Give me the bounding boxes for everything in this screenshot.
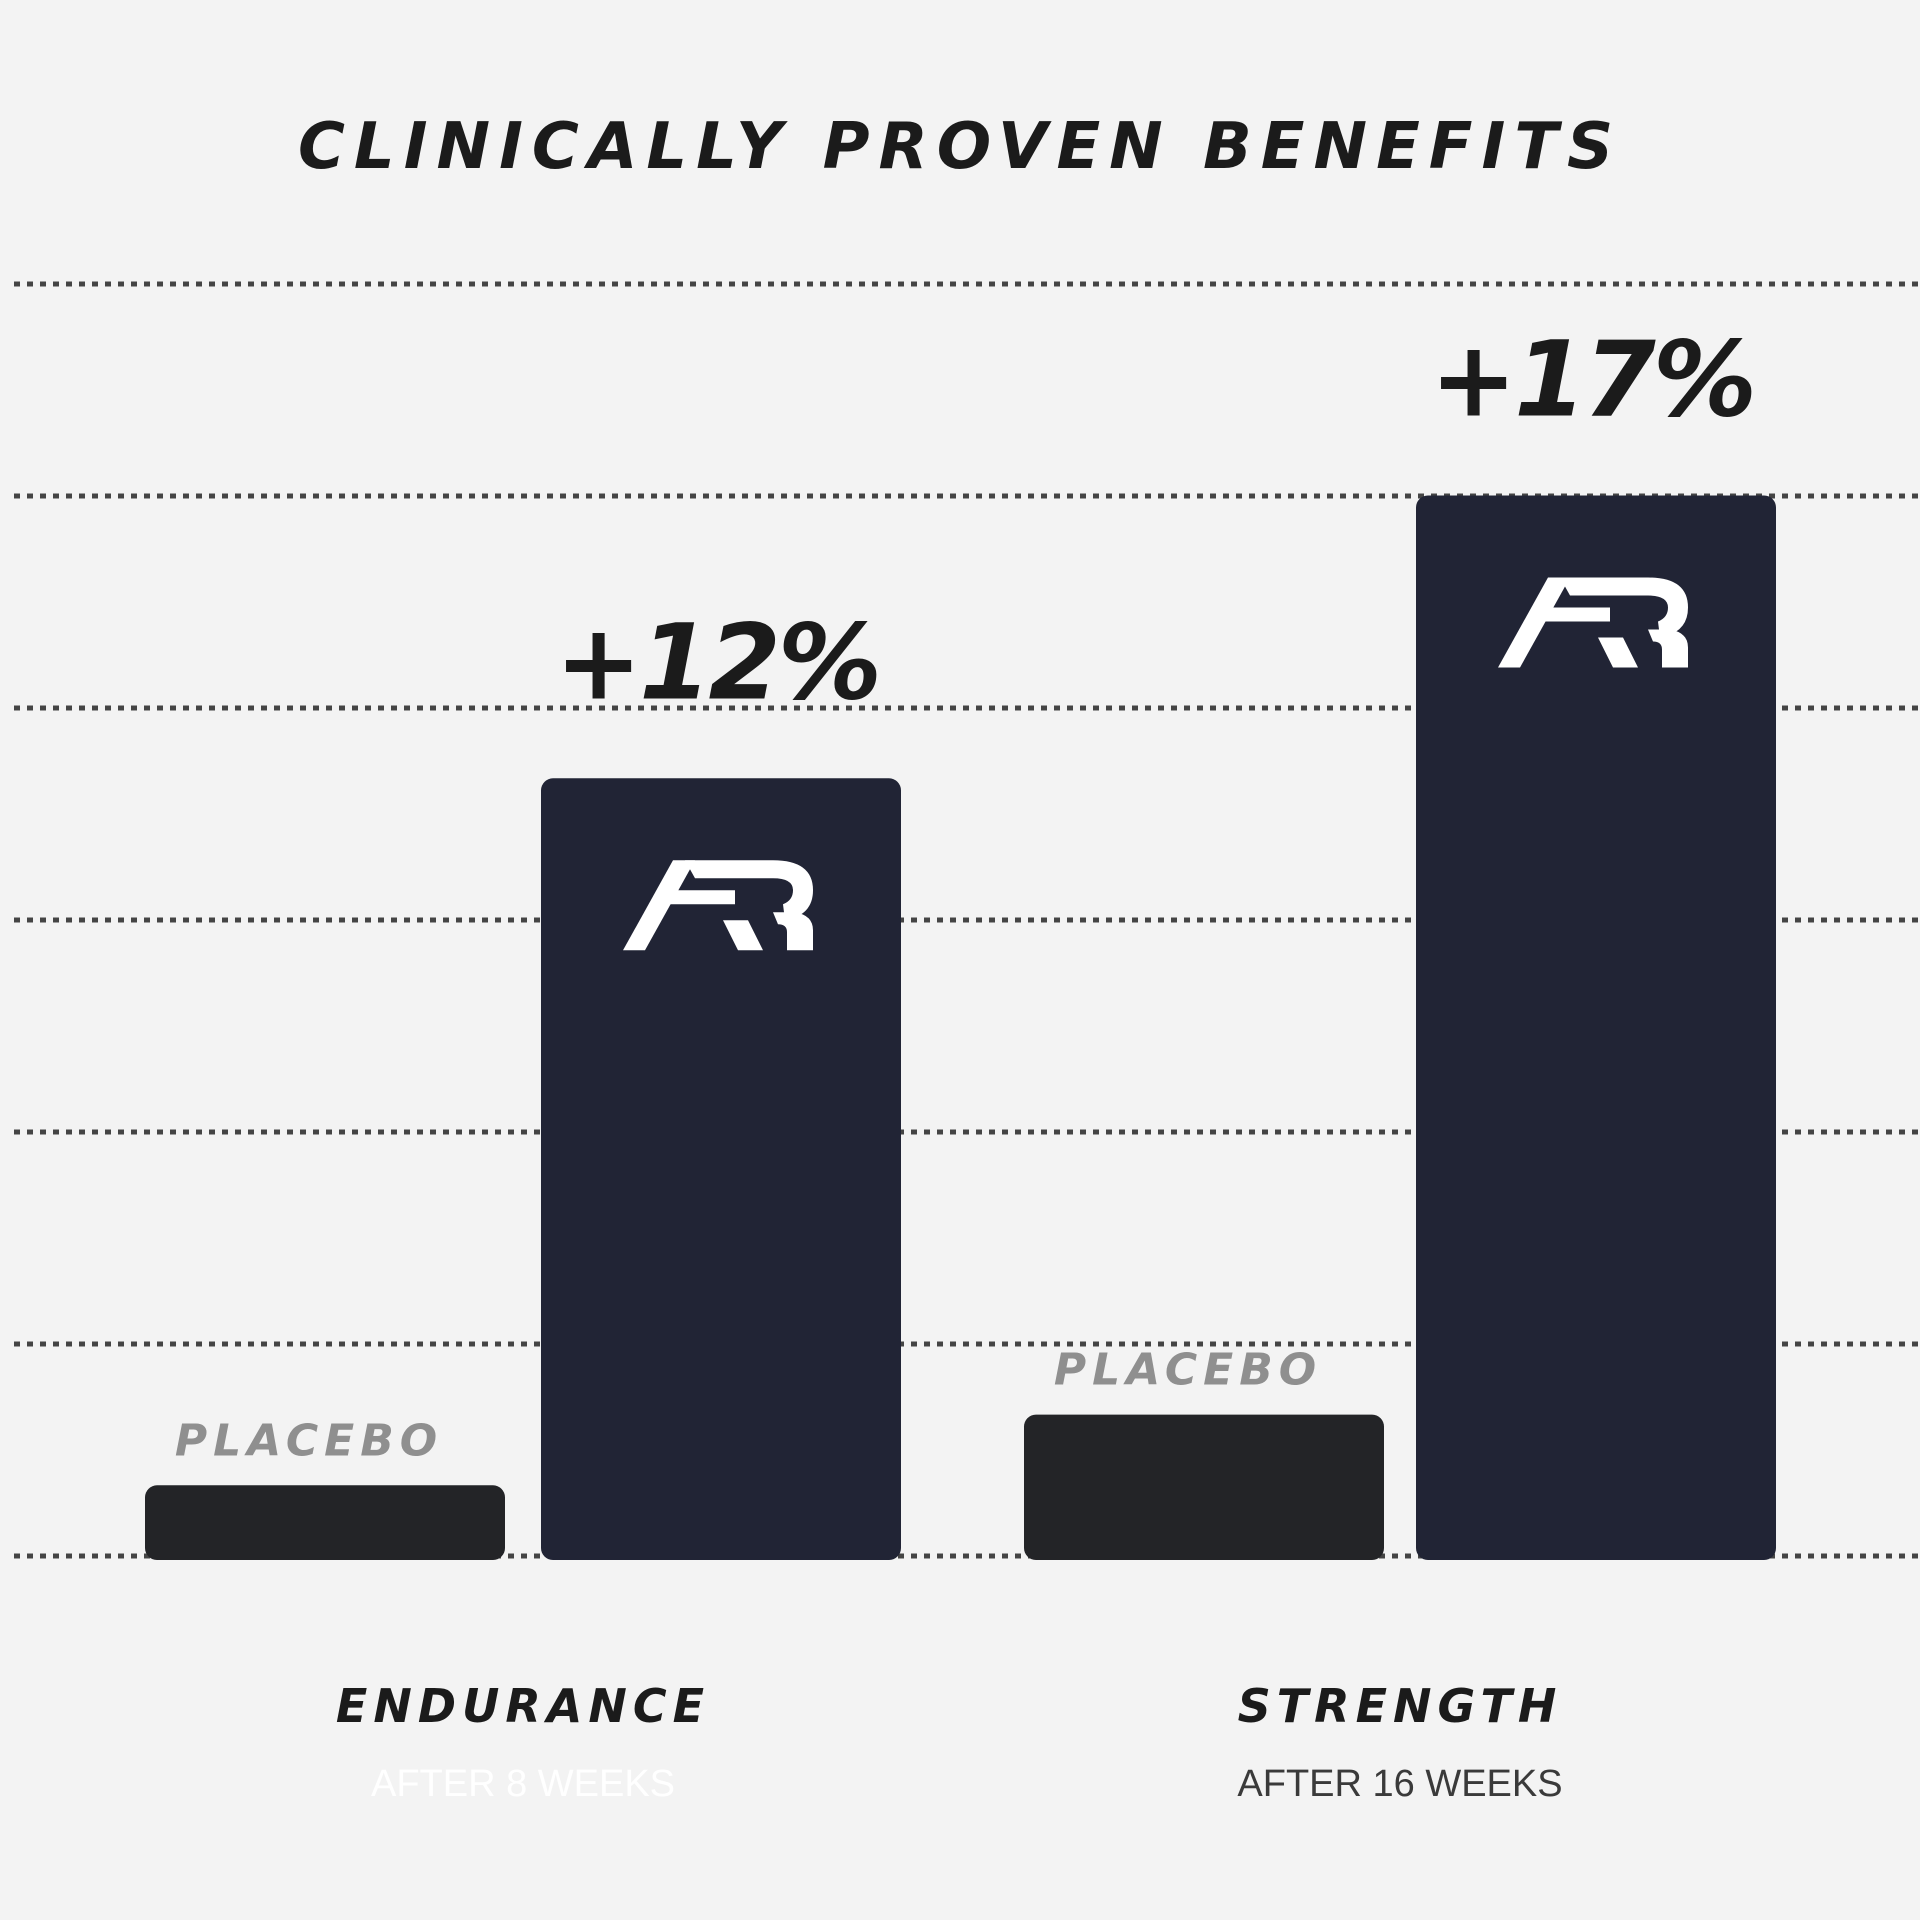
bar-product-endurance: [541, 778, 901, 1560]
logo-r-tail: [1648, 629, 1688, 668]
category-label-endurance: ENDURANCE: [336, 1679, 710, 1733]
logo-crossbar: [661, 890, 735, 905]
placebo-label: PLACEBO: [175, 1415, 443, 1466]
category-subtitle-strength: AFTER 16 WEEKS: [1237, 1763, 1562, 1805]
value-label-strength: +17%: [1430, 319, 1754, 441]
logo-r-tail: [773, 912, 813, 951]
logo-r-bowl: [685, 860, 813, 921]
logo-a-stroke: [1498, 577, 1570, 668]
bar-placebo-strength: [1024, 1414, 1384, 1560]
bar-placebo-endurance: [145, 1485, 505, 1560]
chart-title: CLINICALLY PROVEN BENEFITS: [298, 110, 1622, 184]
ar-logo-icon: [1498, 577, 1688, 668]
ar-logo-icon: [623, 860, 813, 951]
bar-product-strength: [1416, 495, 1776, 1560]
logo-crossbar: [1536, 607, 1610, 622]
logo-r-bowl: [1560, 577, 1688, 638]
labels: PLACEBO +12% ENDURANCE AFTER 8 WEEKS PLACEBO…: [175, 319, 1757, 1806]
logo-r-leg: [1598, 637, 1638, 668]
category-label-strength: STRENGTH: [1238, 1679, 1563, 1733]
logo-r-leg: [723, 920, 763, 951]
placebo-label: PLACEBO: [1054, 1345, 1322, 1396]
bars: [145, 495, 1776, 1560]
value-label-endurance: +12%: [555, 601, 879, 723]
category-subtitle-endurance: AFTER 8 WEEKS: [371, 1763, 675, 1805]
logo-a-stroke: [623, 860, 695, 951]
